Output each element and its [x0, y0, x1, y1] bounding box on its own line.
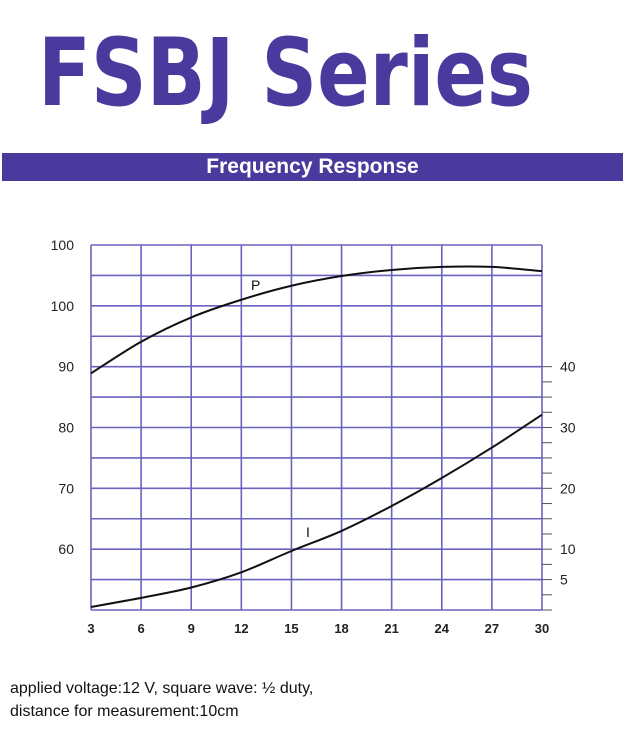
test-condition-voltage: applied voltage:12 V, square wave: ½ dut… [10, 680, 314, 697]
x-tick-label: 3 [87, 621, 94, 636]
series-line-p [90, 265, 543, 375]
x-tick-label: 24 [435, 621, 450, 636]
x-tick-label: 15 [284, 621, 298, 636]
test-condition-distance: distance for measurement:10cm [10, 703, 239, 720]
x-tick-label: 27 [485, 621, 499, 636]
left-tick-label: 90 [58, 359, 74, 375]
left-tick-label: 100 [51, 298, 75, 314]
series-label-p: P [251, 277, 260, 293]
left-tick-label: 80 [58, 420, 74, 436]
right-tick-label: 40 [560, 359, 576, 375]
x-tick-label: 18 [334, 621, 348, 636]
x-tick-label: 30 [535, 621, 549, 636]
left-tick-label: 60 [58, 541, 74, 557]
x-tick-label: 9 [188, 621, 195, 636]
right-tick-label: 30 [560, 420, 576, 436]
x-tick-label: 6 [137, 621, 144, 636]
x-tick-label: 21 [384, 621, 398, 636]
series-line-i [90, 413, 543, 608]
frequency-response-banner: Frequency Response [2, 153, 623, 181]
right-tick-label: 5 [560, 572, 568, 588]
series-title-text: FSBJ Series [38, 19, 533, 128]
left-tick-label: 100 [51, 237, 75, 253]
right-tick-label: 10 [560, 541, 576, 557]
left-tick-label: 70 [58, 480, 74, 496]
right-tick-label: 20 [560, 480, 576, 496]
series-title: FSBJ Series [38, 19, 533, 128]
x-tick-label: 12 [234, 621, 248, 636]
series-label-i: I [306, 524, 310, 540]
